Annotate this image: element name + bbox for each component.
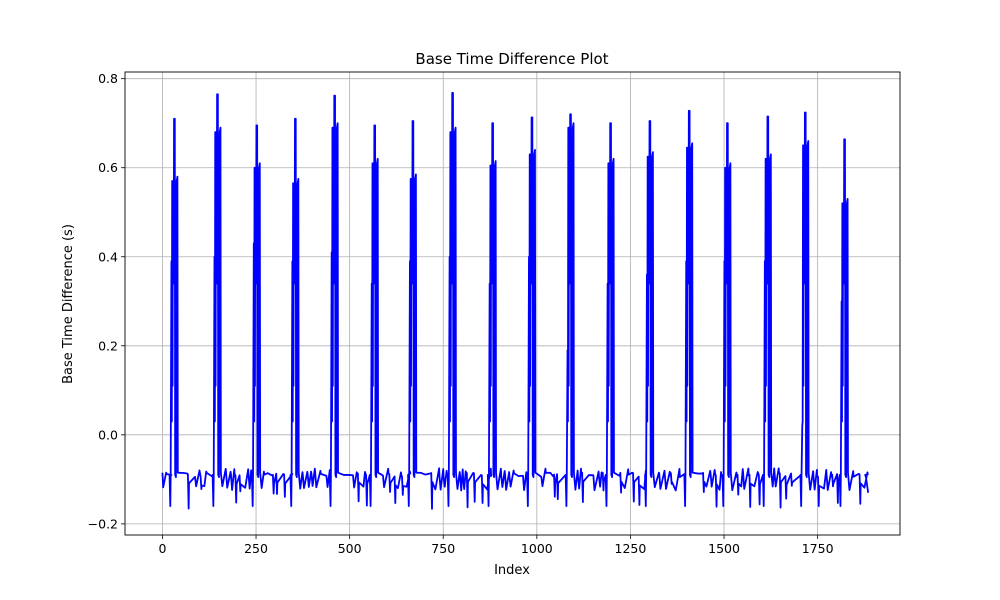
series-line — [161, 92, 870, 510]
x-tick-label: 1500 — [708, 541, 740, 556]
series-line-layer — [161, 92, 870, 510]
y-tick-label: 0.4 — [98, 249, 118, 264]
x-axis-label: Index — [494, 563, 530, 578]
y-tick-label: 0.6 — [98, 160, 118, 175]
plot-frame — [124, 71, 901, 536]
y-axis-label: Base Time Difference (s) — [61, 224, 76, 384]
x-tick-label: 750 — [431, 541, 455, 556]
x-ticks: 0 250 500 750 1000 1250 1500 1750 — [158, 535, 834, 556]
x-tick-label: 1750 — [802, 541, 834, 556]
x-tick-label: 500 — [338, 541, 362, 556]
y-tick-label: 0.8 — [98, 71, 118, 86]
grid — [125, 72, 900, 535]
x-tick-label: 1250 — [615, 541, 647, 556]
x-tick-label: 250 — [244, 541, 268, 556]
x-tick-label: 1000 — [521, 541, 553, 556]
y-ticks: −0.2 0.0 0.2 0.4 0.6 0.8 — [88, 71, 125, 531]
x-tick-label: 0 — [158, 541, 166, 556]
axes — [124, 71, 901, 536]
y-tick-label: −0.2 — [88, 516, 118, 531]
chart-title: Base Time Difference Plot — [415, 50, 608, 68]
y-tick-label: 0.2 — [98, 338, 118, 353]
y-tick-label: 0.0 — [98, 427, 118, 442]
